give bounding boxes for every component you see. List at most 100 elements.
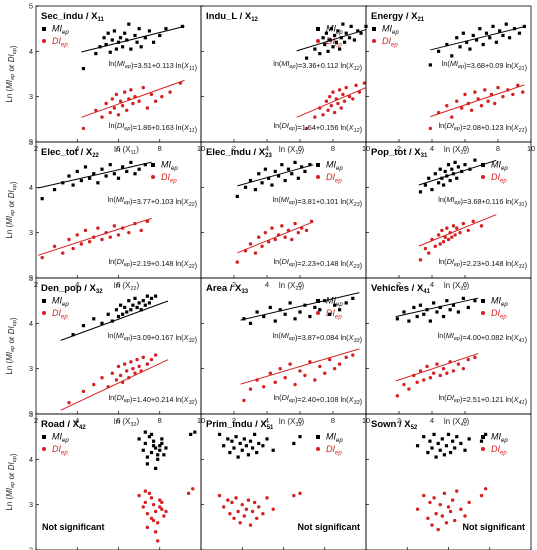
point-di bbox=[246, 498, 251, 502]
point-mi bbox=[149, 450, 154, 455]
point-di bbox=[426, 516, 430, 520]
point-di bbox=[351, 353, 355, 357]
point-di bbox=[471, 219, 475, 224]
x-tick-label: 2 bbox=[397, 280, 401, 289]
point-mi bbox=[283, 312, 287, 316]
legend-label-mi: MIep bbox=[491, 296, 508, 309]
point-di bbox=[104, 101, 108, 106]
data-points bbox=[235, 160, 314, 264]
point-di bbox=[155, 521, 160, 525]
point-di bbox=[428, 126, 433, 131]
point-di bbox=[463, 92, 467, 97]
point-di bbox=[283, 376, 287, 380]
point-di bbox=[450, 498, 455, 502]
point-di bbox=[328, 94, 332, 99]
point-mi bbox=[248, 439, 253, 443]
point-di bbox=[110, 97, 115, 101]
y-tick-label: 3 bbox=[29, 500, 33, 509]
point-mi bbox=[98, 45, 102, 49]
point-mi bbox=[121, 312, 125, 316]
point-di bbox=[108, 110, 112, 115]
x-tick-label: 4 bbox=[75, 416, 79, 425]
legend-label-mi: MIep bbox=[326, 432, 343, 445]
point-mi bbox=[263, 167, 267, 171]
point-di bbox=[450, 115, 454, 119]
point-mi bbox=[441, 183, 446, 187]
equation-mi: ln(MIep)=3.81+0.101 ln(X23) bbox=[273, 195, 362, 208]
point-di bbox=[92, 382, 96, 387]
y-tick-label: 4 bbox=[29, 183, 33, 192]
point-mi bbox=[298, 435, 302, 439]
legend-label-di: DIep bbox=[52, 444, 68, 457]
point-di bbox=[261, 512, 265, 516]
point-mi bbox=[442, 453, 446, 457]
point-di bbox=[114, 92, 119, 97]
point-mi bbox=[71, 183, 75, 187]
point-di bbox=[221, 505, 226, 509]
point-mi bbox=[71, 333, 75, 337]
point-mi bbox=[154, 446, 158, 450]
x-tick-label: 6 bbox=[463, 144, 467, 153]
fit-line-di bbox=[37, 217, 152, 256]
point-mi bbox=[92, 172, 96, 176]
point-mi bbox=[318, 52, 322, 56]
point-mi bbox=[137, 301, 141, 305]
not-significant-label: Not significant bbox=[42, 522, 105, 532]
point-mi bbox=[123, 305, 127, 310]
point-mi bbox=[296, 176, 300, 180]
point-mi bbox=[303, 169, 307, 174]
point-mi bbox=[471, 33, 475, 38]
legend-marker-di bbox=[42, 311, 46, 315]
point-di bbox=[427, 251, 431, 255]
point-di bbox=[511, 92, 515, 97]
legend-marker-di bbox=[316, 447, 320, 451]
point-di bbox=[351, 97, 355, 101]
fit-line-di bbox=[60, 359, 169, 411]
point-di bbox=[118, 99, 123, 103]
legend-label-mi: MIep bbox=[52, 432, 69, 445]
legend-marker-mi bbox=[151, 163, 155, 167]
equation-di: ln(DIep)=1.40+0.214 ln(X32) bbox=[108, 393, 197, 406]
x-axis-label: ln (X12) bbox=[279, 145, 305, 156]
point-mi bbox=[441, 314, 446, 319]
equation-mi: ln(MIep)=3.87+0.084 ln(X33) bbox=[273, 331, 362, 344]
point-di bbox=[318, 364, 322, 369]
point-mi bbox=[450, 167, 454, 171]
point-di bbox=[298, 369, 302, 373]
point-mi bbox=[127, 22, 131, 26]
point-di bbox=[313, 378, 317, 382]
point-mi bbox=[443, 169, 447, 174]
equation-mi: ln(MIep)=3.68+0.09 ln(X21) bbox=[442, 59, 527, 72]
point-mi bbox=[92, 317, 96, 321]
point-di bbox=[125, 369, 129, 373]
point-di bbox=[451, 224, 456, 228]
point-mi bbox=[116, 176, 121, 180]
point-mi bbox=[228, 450, 232, 455]
panel-title: Indu_L / X12 bbox=[206, 11, 259, 23]
point-di bbox=[153, 530, 158, 534]
point-mi bbox=[308, 314, 312, 319]
fit-line-mi bbox=[296, 29, 367, 52]
point-mi bbox=[422, 312, 426, 316]
point-di bbox=[321, 113, 325, 117]
point-mi bbox=[261, 444, 265, 448]
point-di bbox=[450, 235, 454, 239]
point-di bbox=[273, 237, 277, 242]
point-di bbox=[248, 242, 253, 246]
point-mi bbox=[351, 296, 355, 300]
panel-6: 2 4 6ln (X31)Pop_tot / X31MIepDIepln(MIep)… bbox=[365, 141, 532, 292]
point-mi bbox=[305, 56, 309, 60]
point-di bbox=[268, 371, 272, 375]
point-di bbox=[516, 83, 520, 88]
point-di bbox=[141, 85, 145, 90]
point-mi bbox=[83, 165, 88, 169]
point-mi bbox=[81, 66, 86, 71]
point-di bbox=[456, 362, 461, 366]
point-mi bbox=[248, 321, 253, 325]
point-mi bbox=[356, 29, 360, 33]
point-mi bbox=[298, 310, 302, 314]
